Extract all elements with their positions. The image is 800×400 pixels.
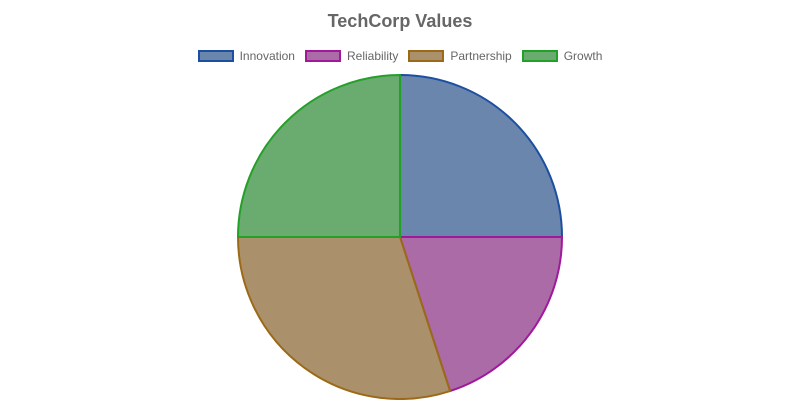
legend-swatch [521,50,558,62]
chart-title: TechCorp Values [327,11,473,31]
pie-slice-reliability[interactable] [399,236,563,393]
pie-slice-partnership[interactable] [237,236,452,400]
pie-slice-innovation[interactable] [399,74,563,238]
legend-item-reliability[interactable]: Reliability [304,49,399,63]
legend-label: Reliability [346,49,399,63]
legend-item-innovation[interactable]: Innovation [197,49,295,63]
legend-swatch [197,50,234,62]
legend-item-partnership[interactable]: Partnership [408,49,512,63]
legend-swatch [304,50,341,62]
legend-label: Growth [563,49,603,63]
legend: Innovation Reliability Partnership Growt… [0,49,800,63]
legend-label: Innovation [239,49,295,63]
pie-slice-growth[interactable] [237,74,401,238]
legend-swatch [408,50,445,62]
legend-item-growth[interactable]: Growth [521,49,603,63]
legend-label: Partnership [450,49,512,63]
